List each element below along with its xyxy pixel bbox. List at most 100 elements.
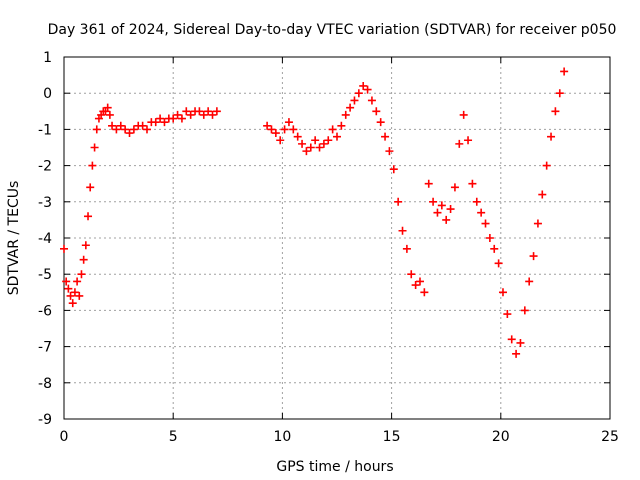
data-point <box>60 244 68 253</box>
data-point <box>293 132 302 141</box>
data-point <box>503 310 512 319</box>
data-point <box>333 132 341 141</box>
data-point <box>529 252 538 261</box>
data-point <box>105 110 114 119</box>
data-point <box>359 81 368 90</box>
data-point <box>125 129 134 138</box>
data-point <box>77 270 86 279</box>
data-point <box>151 118 160 127</box>
data-point <box>450 183 459 192</box>
x-tick-label: 10 <box>273 429 291 445</box>
data-point <box>129 125 138 134</box>
data-point <box>477 208 486 217</box>
data-point <box>354 89 363 98</box>
data-point <box>485 234 494 242</box>
data-point <box>84 212 93 221</box>
data-point <box>212 107 221 116</box>
data-point <box>306 143 315 152</box>
data-point <box>142 125 151 134</box>
data-point <box>263 121 272 130</box>
data-point <box>507 335 516 344</box>
data-point <box>442 215 451 224</box>
data-point <box>498 288 507 297</box>
y-tick-label: -1 <box>38 122 52 138</box>
x-tick-label: 0 <box>60 429 69 445</box>
data-point <box>525 277 534 286</box>
y-tick-label: 0 <box>43 86 52 102</box>
data-point <box>66 291 75 300</box>
data-point <box>459 110 468 119</box>
data-point <box>341 110 350 119</box>
data-point <box>267 125 276 134</box>
data-point <box>398 226 407 235</box>
data-point <box>90 143 99 152</box>
data-points <box>60 67 569 358</box>
data-point <box>108 121 117 130</box>
data-point <box>560 67 569 76</box>
data-point <box>169 114 178 123</box>
y-tick-label: -9 <box>38 412 52 428</box>
y-tick-label: 1 <box>43 50 52 66</box>
data-point <box>415 277 424 286</box>
data-point <box>350 96 359 105</box>
data-point <box>512 349 521 358</box>
data-point <box>79 255 88 264</box>
data-point <box>68 299 77 308</box>
data-point <box>490 244 499 253</box>
data-point <box>464 136 473 145</box>
data-point <box>311 136 320 145</box>
data-point <box>547 132 556 141</box>
data-point <box>70 288 79 297</box>
data-point <box>86 183 95 192</box>
data-point <box>62 277 71 286</box>
x-tick-label: 20 <box>492 429 510 445</box>
data-point <box>533 219 542 228</box>
data-point <box>337 121 346 130</box>
y-tick-label: -2 <box>38 159 52 175</box>
data-point <box>389 165 398 174</box>
data-point <box>542 161 551 170</box>
data-point <box>407 270 416 279</box>
data-point <box>186 110 195 119</box>
data-point <box>324 136 333 145</box>
data-point <box>376 118 385 127</box>
data-point <box>372 107 381 116</box>
data-point <box>121 125 130 134</box>
data-point <box>88 161 97 170</box>
data-point <box>437 201 446 210</box>
x-tick-label: 15 <box>383 429 401 445</box>
data-point <box>394 197 403 206</box>
y-axis-label: SDTVAR / TECUs <box>6 181 22 296</box>
data-point <box>112 125 121 134</box>
data-point <box>381 132 390 141</box>
data-point <box>103 103 112 112</box>
data-point <box>75 291 84 300</box>
data-point <box>402 244 411 253</box>
y-tick-label: -8 <box>38 376 52 392</box>
data-point <box>289 125 298 134</box>
data-point <box>156 114 165 123</box>
data-point <box>271 129 280 138</box>
data-point <box>411 281 420 290</box>
y-tick-label: -6 <box>38 303 52 319</box>
chart-title: Day 361 of 2024, Sidereal Day-to-day VTE… <box>48 22 617 38</box>
data-point <box>433 208 442 217</box>
data-point <box>494 259 503 268</box>
data-point <box>455 139 464 148</box>
data-point <box>538 190 547 199</box>
x-axis-label: GPS time / hours <box>276 459 393 475</box>
data-point <box>516 338 525 347</box>
data-point <box>276 136 285 145</box>
data-point <box>424 179 433 188</box>
data-point <box>328 125 337 134</box>
data-point <box>195 107 204 116</box>
data-point <box>367 96 376 105</box>
y-tick-label: -7 <box>38 340 52 356</box>
y-tick-label: -3 <box>38 195 52 211</box>
data-point <box>319 139 328 148</box>
data-point <box>173 110 182 119</box>
data-point <box>346 103 355 112</box>
data-point <box>446 205 455 214</box>
